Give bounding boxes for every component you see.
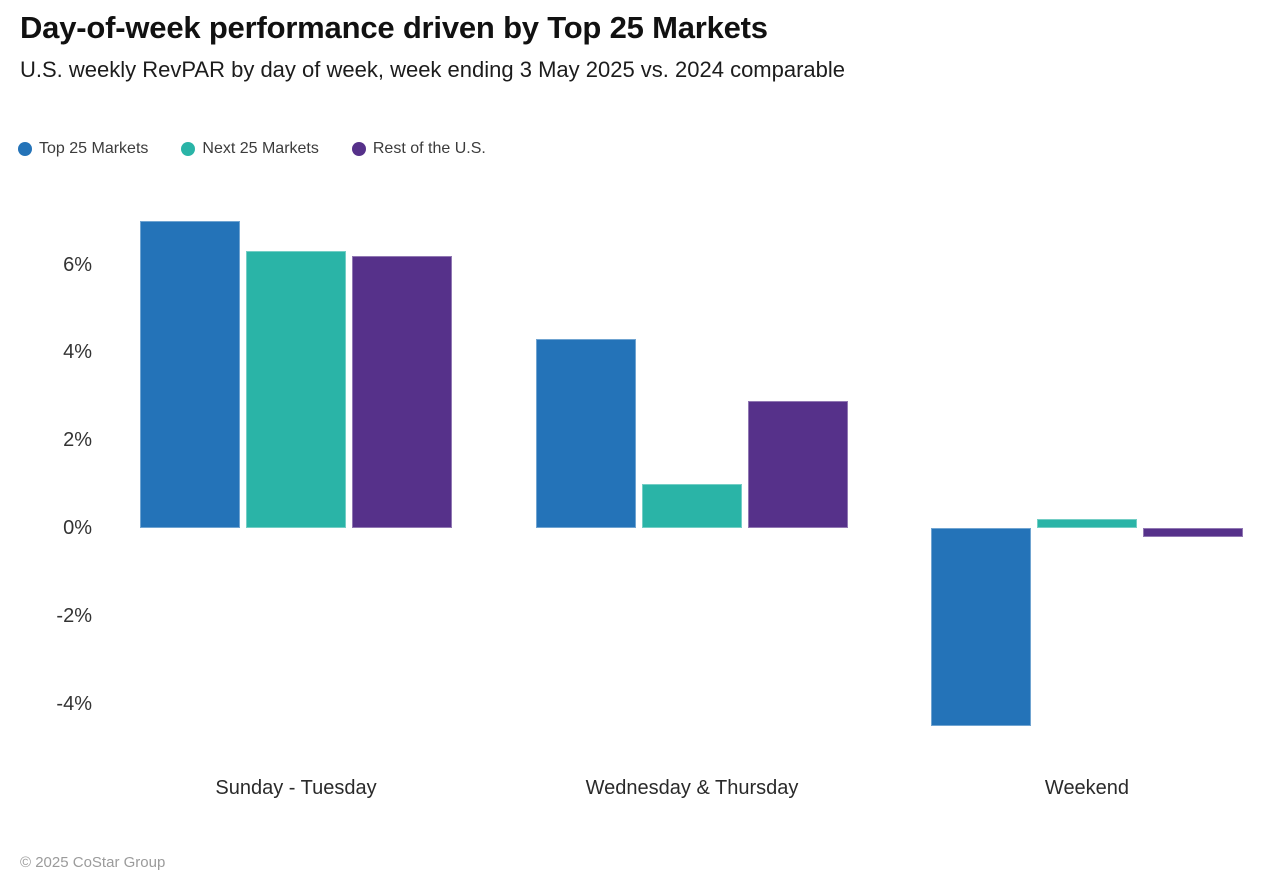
- bar: [1037, 519, 1137, 528]
- y-tick-label: -2%: [56, 604, 92, 627]
- bar: [1143, 528, 1243, 537]
- y-tick-label: 4%: [63, 341, 92, 364]
- bar: [931, 528, 1031, 726]
- legend-item-rest-of-us: Rest of the U.S.: [351, 140, 486, 158]
- y-tick-label: 6%: [63, 253, 92, 276]
- y-tick-label: -4%: [56, 692, 92, 715]
- legend: Top 25 Markets Next 25 Markets Rest of t…: [18, 140, 486, 158]
- legend-swatch-icon: [18, 142, 32, 156]
- legend-label: Next 25 Markets: [202, 140, 319, 157]
- legend-label: Rest of the U.S.: [372, 140, 486, 157]
- x-axis-label: Wednesday & Thursday: [585, 777, 799, 799]
- legend-swatch-icon: [181, 142, 196, 156]
- legend-swatch-icon: [351, 142, 366, 156]
- x-axis-label: Sunday - Tuesday: [215, 777, 377, 799]
- bar: [536, 339, 636, 528]
- bar: [748, 400, 848, 528]
- legend-label: Top 25 Markets: [39, 140, 149, 157]
- x-axis-label: Weekend: [1044, 777, 1130, 799]
- y-tick-label: 0%: [63, 517, 92, 539]
- page-title: Day-of-week performance driven by Top 25…: [20, 10, 768, 45]
- legend-item-top-25-markets: Top 25 Markets: [18, 140, 148, 158]
- bar: [246, 251, 346, 528]
- bar: [352, 255, 452, 528]
- legend-item-next-25-markets: Next 25 Markets: [181, 140, 319, 158]
- bar: [642, 484, 742, 528]
- copyright-note: © 2025 CoStar Group: [20, 854, 166, 871]
- y-tick-label: 2%: [63, 429, 92, 452]
- page-subtitle: U.S. weekly RevPAR by day of week, week …: [20, 57, 846, 82]
- bar: [140, 220, 240, 528]
